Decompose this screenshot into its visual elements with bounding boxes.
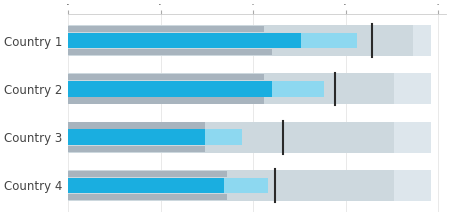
Bar [68,122,431,152]
Bar [68,97,264,104]
Bar [68,49,272,56]
Bar [68,73,431,104]
Bar [68,146,205,152]
Bar [68,81,272,97]
Bar [68,194,227,200]
Bar [68,170,394,201]
Bar [68,122,394,152]
Bar [68,129,205,145]
Bar [224,178,268,193]
Bar [205,129,242,145]
Bar [68,74,264,81]
Bar [68,33,302,48]
Bar [272,81,324,97]
Bar [68,178,224,193]
Bar [68,73,394,104]
Bar [68,25,413,56]
Bar [68,26,264,32]
Bar [68,171,227,177]
Bar [68,170,431,201]
Bar [302,33,357,48]
Bar [68,25,431,56]
Bar [68,122,205,129]
